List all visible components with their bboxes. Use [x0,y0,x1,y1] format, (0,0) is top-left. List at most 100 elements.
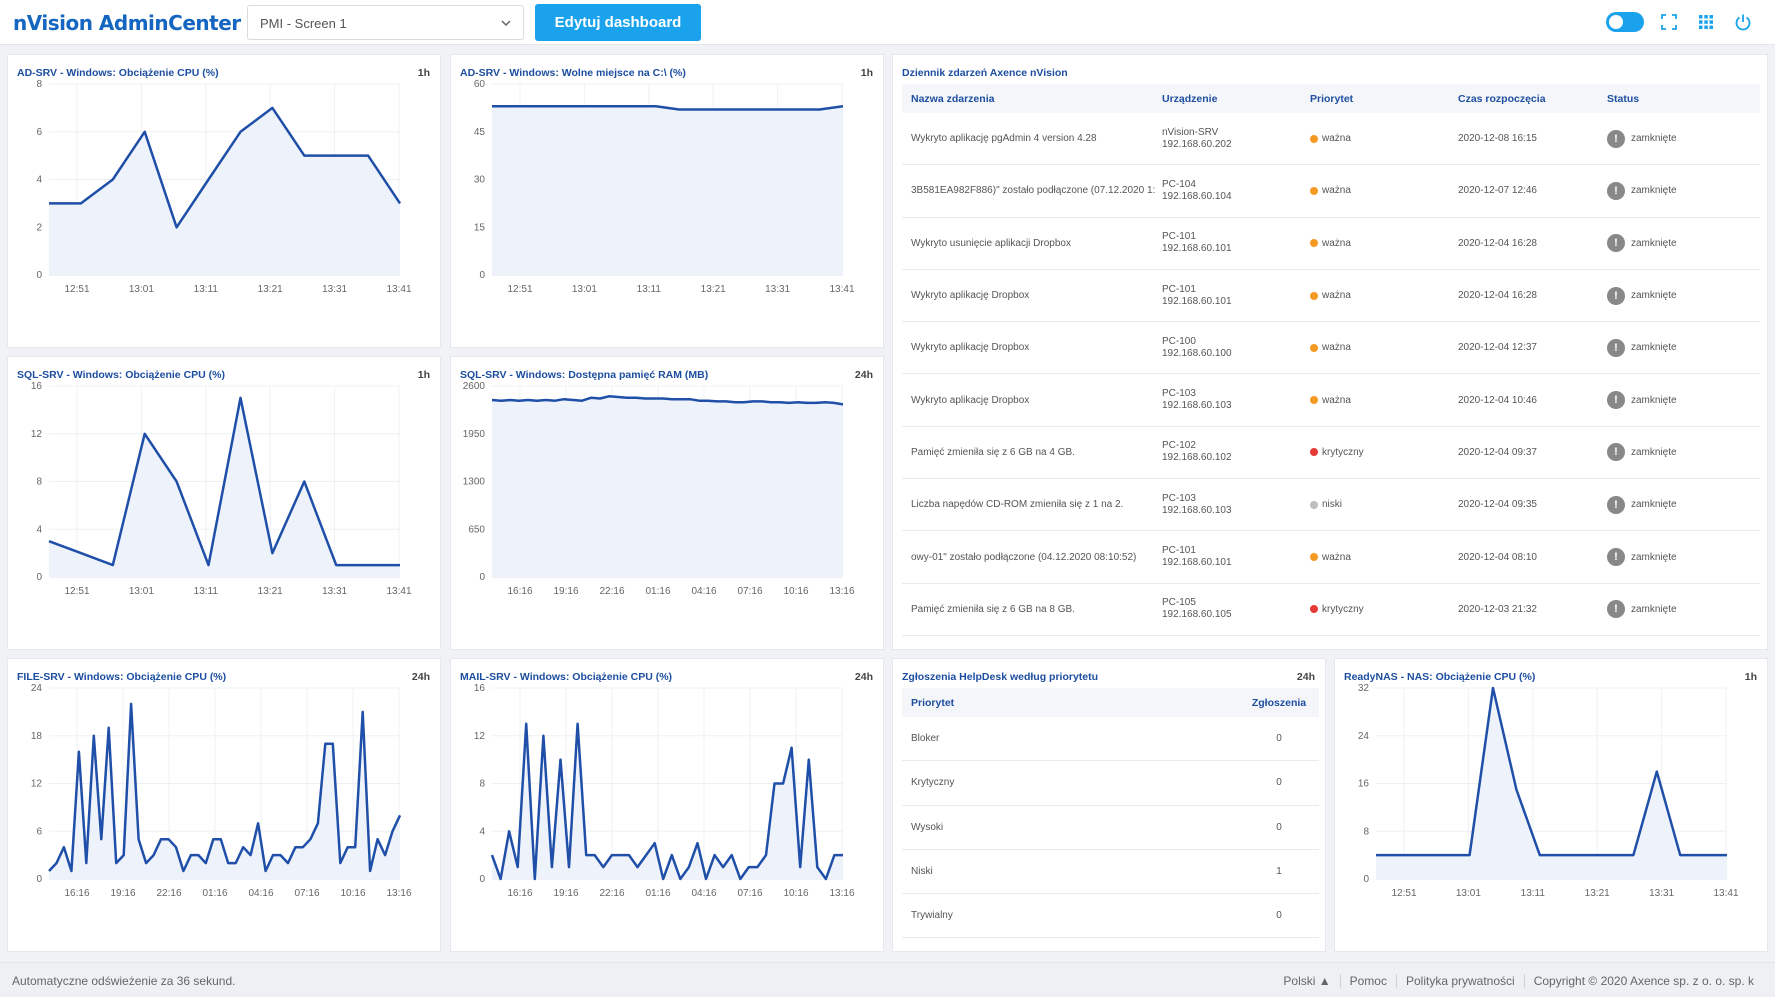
table-row[interactable]: Pamięć zmieniła się z 6 GB na 8 GB. PC-10… [902,584,1760,636]
table-row[interactable]: Liczba napędów CD-ROM zmieniła się z 1 n… [902,479,1760,532]
y-tick-label: 0 [36,572,42,583]
time-range-badge[interactable]: 1h [417,67,430,79]
event-device: PC-100 192.168.60.100 [1160,336,1308,360]
event-log-panel: Dziennik zdarzeń Axence nVision Nazwa zd… [892,54,1768,650]
priority-label: ważna [1322,342,1351,354]
priority-label: Krytyczny [911,777,955,789]
table-row[interactable]: Wykryto aplikację Dropbox PC-101 192.168.6… [902,270,1760,323]
device-ip: 192.168.60.105 [1162,609,1232,621]
table-row[interactable]: owy-01" zostało podłączone (04.12.2020 0… [902,531,1760,584]
screen-select[interactable]: PMI - Screen 1 [247,5,524,40]
time-range-badge[interactable]: 1h [1744,671,1757,683]
y-tick-label: 60 [474,79,486,90]
privacy-link[interactable]: Polityka prywatności [1395,974,1524,988]
line-chart: 0 6 12 18 24 16:16 19:16 22:16 01:16 04:16 07:16 10… [31,683,412,899]
priority-dot-icon [1310,500,1318,509]
priority-dot-icon [1310,291,1318,300]
event-device: PC-105 192.168.60.105 [1160,597,1308,621]
device-name: PC-101 [1162,545,1196,557]
time-range-badge[interactable]: 24h [854,671,873,683]
chevron-down-icon [501,20,511,27]
series-line [492,105,844,111]
x-tick-label: 13:21 [258,284,283,295]
edit-dashboard-button[interactable]: Edytuj dashboard [535,4,701,41]
x-tick-label: 13:16 [829,586,854,597]
time-range-badge[interactable]: 1h [417,369,430,381]
priority-dot-icon [1310,605,1318,614]
theme-toggle-icon[interactable] [1606,12,1644,32]
event-device: nVision-SRV 192.168.60.202 [1160,127,1308,151]
ticket-count: 1 [1276,866,1282,878]
x-tick-label: 16:16 [507,586,532,597]
chart-panel-ad-cpu: AD-SRV - Windows: Obciążenie CPU (%) 1h … [7,54,441,348]
y-tick-label: 16 [31,381,43,392]
time-range-badge[interactable]: 24h [1296,671,1315,683]
y-tick-label: 2 [36,222,42,233]
column-header[interactable]: Status [1607,92,1640,105]
time-range-badge[interactable]: 24h [411,671,430,683]
refresh-status: Automatyczne odświeżenie za 36 sekund. [12,974,236,988]
table-row[interactable]: Wysoki 0 [902,806,1319,850]
event-start-time: 2020-12-03 21:32 [1458,603,1537,615]
app-logo[interactable]: nVision AdminCenter [13,11,241,35]
y-tick-label: 4 [36,524,42,535]
y-tick-label: 8 [1363,826,1369,837]
column-header[interactable]: Priorytet [911,696,955,709]
event-name: Wykryto usunięcie aplikacji Dropbox [911,237,1071,249]
table-row[interactable]: Wykryto aplikację pgAdmin 4 version 4.28… [902,113,1760,166]
event-name: Wykryto aplikację Dropbox [911,342,1030,354]
chart-panel-ad-disk: AD-SRV - Windows: Wolne miejsce na C:\ (… [450,54,884,348]
device-name: PC-100 [1162,335,1196,347]
chart-panel-file-cpu: FILE-SRV - Windows: Obciążenie CPU (%) 2… [7,658,441,952]
table-row[interactable]: 3B581EA982F886)" zostało podłączone (07.… [902,165,1760,218]
device-ip: 192.168.60.104 [1162,190,1232,202]
line-chart: 0 4 8 12 16 16:16 19:16 22:16 01:16 04:16 07:16 10:… [474,683,855,899]
device-ip: 192.168.60.101 [1162,557,1232,569]
language-select[interactable]: Polski ▲ [1283,974,1331,988]
panel-title: SQL-SRV - Windows: Dostępna pamięć RAM (… [460,369,709,381]
event-device: PC-101 192.168.60.101 [1160,284,1308,308]
help-link[interactable]: Pomoc [1339,974,1396,988]
table-row[interactable]: Pamięć zmieniła się z 6 GB na 4 GB. PC-10… [902,427,1760,480]
event-device: PC-103 192.168.60.103 [1160,493,1308,517]
table-row[interactable]: Wykryto usunięcie aplikacji Dropbox PC-10… [902,218,1760,270]
x-tick-label: 16:16 [64,888,89,899]
table-row[interactable]: Niski 1 [902,850,1319,895]
table-row[interactable]: Krytyczny 0 [902,761,1319,806]
table-row[interactable]: Trywialny 0 [902,894,1319,939]
y-tick-label: 4 [479,826,485,837]
x-tick-label: 07:16 [294,888,319,899]
helpdesk-table: Priorytet Zgłoszenia Bloker 0 Krytyczny 0 Wy… [902,688,1319,939]
event-name: Pamięć zmieniła się z 6 GB na 8 GB. [911,603,1075,615]
x-tick-label: 13:21 [1585,888,1610,899]
y-tick-label: 6 [36,127,42,138]
series-area [49,107,400,276]
time-range-badge[interactable]: 24h [854,369,873,381]
copyright-text: Copyright © 2020 Axence sp. z o. o. sp. … [1523,974,1763,988]
device-name: PC-104 [1162,178,1196,190]
priority-label: krytyczny [1322,603,1364,615]
event-priority: krytyczny [1308,604,1456,615]
column-header[interactable]: Zgłoszenia [1251,696,1307,709]
table-row[interactable]: Wykryto aplikację Dropbox PC-103 192.168.6… [902,374,1760,427]
x-tick-label: 13:41 [1713,888,1738,899]
time-range-badge[interactable]: 1h [860,67,873,79]
panel-title: AD-SRV - Windows: Obciążenie CPU (%) [17,67,219,79]
device-ip: 192.168.60.102 [1162,452,1232,464]
table-row[interactable]: Bloker 0 [902,717,1319,762]
x-tick-label: 01:16 [645,888,670,899]
exclamation-icon: ! [1607,181,1625,200]
event-priority: ważna [1308,552,1456,563]
fullscreen-icon[interactable] [1659,12,1679,32]
status-label: zamknięte [1631,237,1677,249]
column-header[interactable]: Urządzenie [1162,92,1218,105]
power-icon[interactable] [1733,12,1753,32]
column-header[interactable]: Priorytet [1310,92,1354,105]
event-device: PC-102 192.168.60.102 [1160,440,1308,464]
apps-grid-icon[interactable] [1696,12,1716,32]
column-header[interactable]: Czas rozpoczęcia [1458,92,1546,105]
table-row[interactable]: Wykryto aplikację Dropbox PC-100 192.168.6… [902,322,1760,375]
column-header[interactable]: Nazwa zdarzenia [911,92,995,105]
table-body: Bloker 0 Krytyczny 0 Wysoki 0 Niski 1 Trywialny 0 [902,717,1319,939]
series-area [1376,688,1727,879]
